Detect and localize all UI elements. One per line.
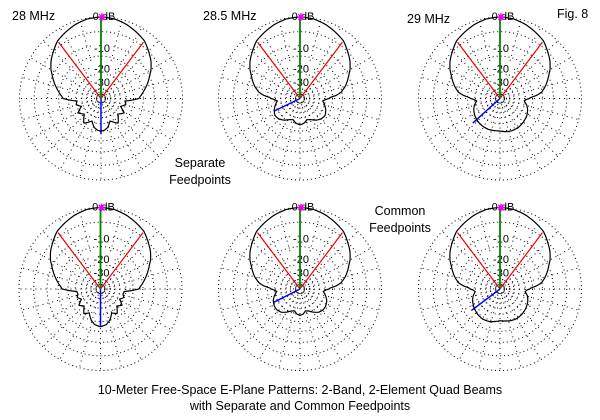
ring-label--30: -30 — [293, 77, 309, 89]
ring-label--20: -20 — [293, 254, 309, 266]
ring-label--20: -20 — [94, 64, 110, 76]
row-label-separate-line1: Separate — [174, 156, 226, 170]
beamwidth-marker-line — [299, 41, 343, 99]
ring-label--20: -20 — [293, 64, 309, 76]
max-gain-marker-icon — [497, 203, 505, 212]
figure-caption: 10-Meter Free-Space E-Plane Patterns: 2-… — [0, 383, 600, 414]
beamwidth-marker-line — [457, 232, 501, 290]
row-label-separate-line2: Feedpoints — [169, 173, 231, 187]
beamwidth-marker-line — [257, 232, 301, 290]
beamwidth-marker-line — [100, 41, 144, 99]
polar-plot-28mhz-common: 0 dB-10-20-30 — [18, 201, 183, 371]
max-gain-marker-icon — [97, 203, 106, 212]
row-label-common-line2: Feedpoints — [369, 221, 431, 235]
figure-caption-line2: with Separate and Common Feedpoints — [189, 398, 411, 413]
polar-plot-28p5mhz-common: 0 dB-10-20-30 — [218, 201, 382, 371]
ring-label--10: -10 — [493, 43, 509, 55]
max-gain-marker-icon — [297, 203, 305, 212]
figure-number-label: Fig. 8 — [557, 7, 589, 21]
cursor-line — [470, 288, 501, 312]
beamwidth-marker-line — [257, 41, 301, 99]
max-gain-marker-icon — [297, 13, 305, 21]
cursor-line — [472, 97, 501, 124]
ring-label--10: -10 — [493, 233, 509, 245]
ring-label--20: -20 — [493, 254, 509, 266]
ring-label--10: -10 — [293, 43, 309, 55]
ring-label--30: -30 — [94, 268, 110, 280]
beamwidth-marker-line — [457, 41, 501, 99]
beamwidth-marker-line — [100, 232, 144, 290]
cursor-line — [273, 288, 301, 303]
polar-plot-28mhz-separate: 0 dB-10-20-30 — [19, 10, 183, 181]
ring-label--20: -20 — [493, 64, 509, 76]
ring-label--10: -10 — [94, 233, 110, 245]
beamwidth-marker-line — [299, 232, 343, 290]
max-gain-marker-icon — [98, 13, 106, 21]
row-label-common-line1: Common — [374, 204, 426, 218]
plot-title-28mhz: 28 MHz — [12, 9, 56, 23]
beamwidth-marker-line — [57, 232, 101, 290]
row-label-common-feedpoints: Common Feedpoints — [348, 203, 452, 237]
plot-title-29mhz: 29 MHz — [407, 12, 451, 26]
ring-label--30: -30 — [293, 268, 309, 280]
plot-title-28p5mhz: 28.5 MHz — [203, 9, 257, 23]
ring-label--20: -20 — [94, 254, 110, 266]
figure-caption-line1: 10-Meter Free-Space E-Plane Patterns: 2-… — [97, 383, 503, 397]
polar-plot-29mhz-separate: 0 dB-10-20-30 — [418, 10, 582, 181]
max-gain-marker-icon — [497, 13, 505, 21]
polar-plot-28p5mhz-separate: 0 dB-10-20-30 — [218, 10, 382, 181]
row-label-separate-feedpoints: Separate Feedpoints — [148, 155, 252, 189]
ring-label--30: -30 — [94, 77, 110, 89]
ring-label--10: -10 — [293, 233, 309, 245]
cursor-line — [273, 97, 301, 113]
beamwidth-marker-line — [499, 41, 543, 99]
beamwidth-marker-line — [499, 232, 543, 290]
polar-plot-29mhz-common: 0 dB-10-20-30 — [418, 201, 582, 371]
ring-label--30: -30 — [493, 268, 509, 280]
ring-label--30: -30 — [493, 77, 509, 89]
beamwidth-marker-line — [58, 41, 102, 99]
ring-label--10: -10 — [94, 43, 110, 55]
